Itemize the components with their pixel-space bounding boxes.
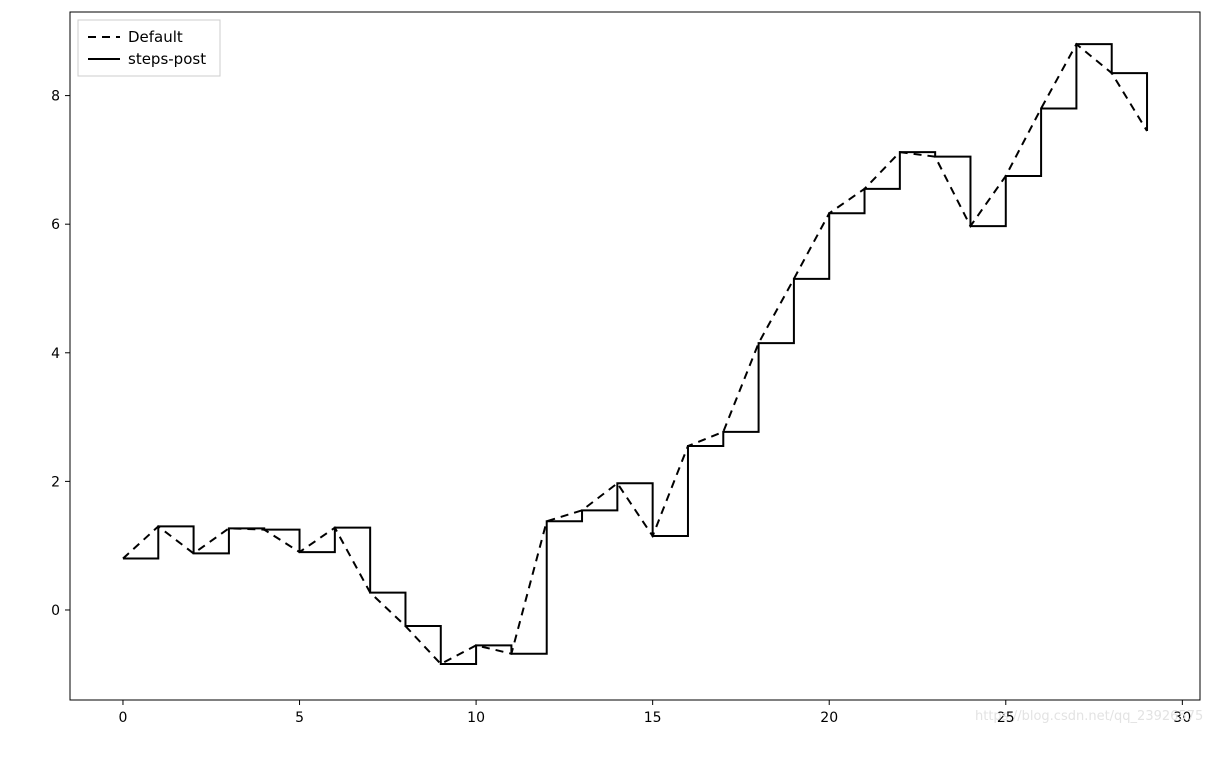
watermark-text: https://blog.csdn.net/qq_23926575 [975, 709, 1203, 724]
y-tick-label: 0 [51, 603, 60, 619]
y-tick-label: 2 [51, 474, 60, 490]
plot-border [70, 12, 1200, 700]
y-tick-label: 6 [51, 217, 60, 233]
x-tick-label: 15 [644, 710, 662, 726]
line-chart: 05101520253002468Defaultsteps-posthttps:… [0, 0, 1223, 761]
chart-container: 05101520253002468Defaultsteps-posthttps:… [0, 0, 1223, 761]
x-tick-label: 20 [820, 710, 838, 726]
y-tick-label: 4 [51, 346, 60, 362]
legend-label: steps-post [128, 50, 206, 68]
series-default [123, 44, 1147, 664]
x-tick-label: 0 [119, 710, 128, 726]
legend-label: Default [128, 28, 183, 46]
x-tick-label: 10 [467, 710, 485, 726]
y-tick-label: 8 [51, 89, 60, 105]
series-steps-post [123, 44, 1147, 664]
x-tick-label: 5 [295, 710, 304, 726]
